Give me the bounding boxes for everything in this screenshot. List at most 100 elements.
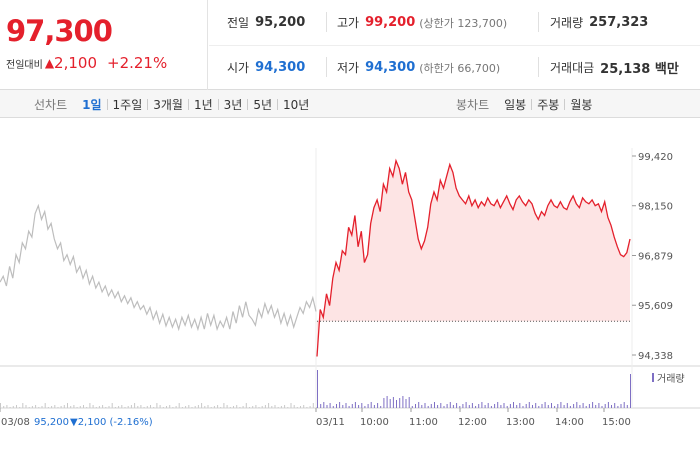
volume-bar — [424, 403, 426, 408]
volume-bar — [595, 405, 597, 408]
volume-bar — [383, 398, 385, 408]
volume-bar — [28, 407, 30, 408]
volume-bar — [598, 403, 600, 408]
volume-bar — [617, 406, 619, 408]
volume-bar — [415, 404, 416, 408]
tab-weekly-candle[interactable]: 주봉 — [537, 97, 560, 112]
volume-bar — [124, 407, 126, 408]
volume-bar — [323, 402, 325, 408]
volume-bar — [560, 402, 562, 408]
volume-bar — [408, 397, 410, 408]
x-axis-ticks: 03/08 03/11 10:00 11:00 12:00 13:00 14:00 15:00 — [0, 408, 631, 428]
tab-3y[interactable]: 3년 — [223, 97, 243, 112]
volume-bar — [67, 403, 68, 408]
volume-bar — [611, 405, 612, 408]
volume-bar — [143, 407, 145, 408]
volume-bar — [233, 406, 234, 408]
change-label: 전일대비 — [6, 59, 43, 71]
volume-bar — [503, 403, 505, 408]
volume-bar — [468, 405, 470, 408]
volume-bar — [405, 399, 407, 408]
today-fill-area — [317, 160, 630, 357]
volume-bar — [358, 405, 360, 408]
volume-bar — [95, 407, 97, 408]
tab-5y[interactable]: 5년 — [253, 97, 273, 112]
volume-bar — [258, 407, 260, 408]
volume-bar — [320, 404, 322, 408]
tab-10y[interactable]: 10년 — [283, 97, 310, 112]
volume-bar — [54, 405, 56, 408]
volume-bar — [118, 406, 120, 408]
volume-bar — [41, 406, 43, 408]
volume-bar — [373, 405, 375, 408]
volume-bar — [223, 403, 225, 408]
volume-bar — [130, 405, 132, 408]
volume-bar — [402, 396, 404, 408]
volume-bar — [630, 374, 631, 408]
tab-1d[interactable]: 1일 — [82, 97, 102, 112]
today-price-line — [316, 158, 631, 357]
volume-bar — [287, 407, 289, 408]
stock-header: 97,300 전일대비 ▲ 2,100 +2.21% 전일 95,200 고가 … — [0, 0, 700, 90]
volume-bar — [528, 402, 530, 408]
volume-bar — [239, 407, 241, 408]
volume-bar — [576, 402, 578, 408]
volume-bar — [547, 405, 549, 408]
quote-info-grid: 전일 95,200 고가 99,200 (상한가 123,700) 거래량 25… — [209, 0, 700, 90]
low-cell: 저가 94,300 (하한가 66,700) — [337, 45, 500, 90]
chart-tab-bar: 선차트 1일 1주일 3개월 1년 3년 5년 10년 봉차트 일봉 주봉 월봉 — [0, 90, 700, 118]
divider — [564, 98, 566, 110]
divider — [106, 98, 108, 110]
volume-bar — [557, 404, 559, 408]
price-chart: 99,420 98,150 96,879 95,609 94,338 03/08 03/1… — [0, 118, 700, 450]
prev-close-value: 95,200 — [255, 15, 306, 30]
volume-bar — [490, 406, 492, 408]
volume-bar — [0, 403, 1, 408]
volume-bar — [573, 404, 575, 408]
volume-bar — [181, 407, 183, 408]
volume-legend: 거래량 — [652, 373, 685, 385]
x-tick-label: 13:00 — [506, 417, 535, 428]
volume-bar — [332, 406, 334, 408]
volume-bar — [418, 402, 420, 408]
volume-bar — [108, 406, 110, 408]
volume-bar — [166, 406, 167, 408]
volume-bar — [367, 404, 369, 408]
tab-daily-candle[interactable]: 일봉 — [504, 97, 527, 112]
volume-bar — [19, 407, 21, 408]
volume-bar — [336, 404, 337, 408]
open-label: 시가 — [227, 61, 250, 75]
volume-bar — [437, 405, 439, 408]
price-summary: 97,300 전일대비 ▲ 2,100 +2.21% — [0, 0, 208, 90]
volume-bar — [92, 405, 94, 408]
volume-bar — [566, 403, 568, 408]
open-cell: 시가 94,300 — [227, 45, 305, 90]
high-cell: 고가 99,200 (상한가 123,700) — [337, 0, 507, 45]
volume-bar — [525, 404, 527, 408]
volume-bar — [172, 407, 174, 408]
candle-chart-tabs: 봉차트 일봉 주봉 월봉 — [456, 90, 597, 118]
volume-legend-swatch — [652, 373, 654, 382]
volume-bar — [380, 406, 382, 408]
volume-bar — [111, 403, 113, 408]
volume-bar — [582, 403, 584, 408]
volume-bar — [585, 406, 587, 408]
volume-bar — [303, 405, 305, 408]
volume-bar — [9, 407, 11, 408]
tab-3m[interactable]: 3개월 — [153, 97, 183, 112]
volume-bar — [551, 403, 552, 408]
tab-1y[interactable]: 1년 — [193, 97, 213, 112]
volume-bar — [83, 405, 84, 408]
volume-bar — [201, 403, 203, 408]
volume-bar — [16, 405, 17, 408]
volume-bar — [339, 402, 341, 408]
volume-bar — [121, 405, 123, 408]
prev-close-cell: 전일 95,200 — [227, 0, 305, 45]
volume-bar — [60, 406, 62, 408]
tab-1w[interactable]: 1주일 — [112, 97, 143, 112]
volume-bar — [440, 403, 442, 408]
volume-bar — [271, 406, 273, 408]
volume-bar — [519, 403, 521, 408]
tab-monthly-candle[interactable]: 월봉 — [570, 97, 593, 112]
volume-bar — [522, 406, 524, 408]
